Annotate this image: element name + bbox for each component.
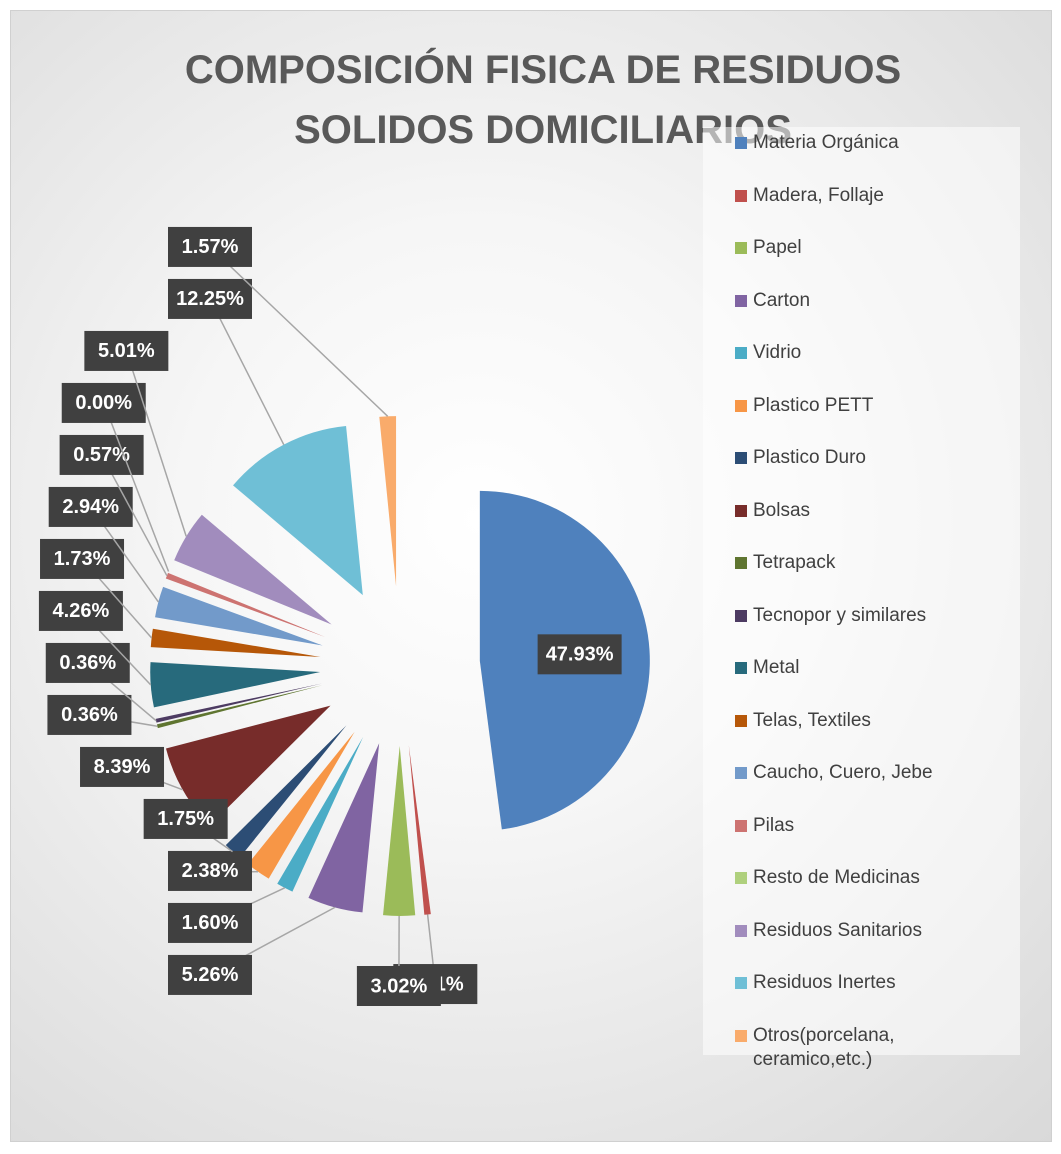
legend-label: Madera, Follaje	[753, 184, 884, 206]
legend-label: Metal	[753, 657, 800, 678]
leader-line	[100, 454, 168, 577]
legend-swatch	[735, 294, 747, 307]
legend-label: Tetrapack	[753, 552, 836, 573]
legend-swatch	[735, 399, 747, 412]
pie-slice	[156, 685, 323, 729]
legend-swatch	[735, 977, 747, 989]
legend-swatch	[735, 767, 747, 779]
legend-label: Vidrio	[753, 342, 802, 363]
leader-line	[209, 298, 285, 446]
legend: Materia Orgánica Madera, Follaje Papel Cart…	[703, 127, 1020, 1070]
data-label: 4.26%	[53, 600, 110, 622]
data-label-box	[48, 486, 133, 527]
legend-label: Plastico Duro	[753, 447, 866, 468]
data-label-box	[80, 746, 165, 787]
legend-label: Plastico PETT	[753, 394, 874, 416]
data-label: 1.60%	[182, 912, 239, 934]
legend-label: Residuos Inertes	[753, 972, 896, 993]
pie-slice	[277, 736, 364, 892]
legend-swatch	[735, 714, 747, 727]
legend-swatch	[735, 504, 747, 517]
pie-slice	[155, 586, 323, 646]
data-label-box	[38, 590, 123, 631]
pie-slice	[150, 662, 321, 708]
data-label: 2.38%	[182, 860, 239, 882]
legend-swatch	[735, 347, 747, 359]
leader-line	[209, 246, 389, 417]
pie-slice	[174, 514, 332, 625]
data-label-box	[45, 642, 130, 683]
legend-label: Tecnopor y similares	[753, 604, 927, 626]
legend-label: Bolsas	[753, 499, 811, 521]
data-label-box	[40, 538, 125, 579]
legend-label: Papel	[753, 237, 802, 258]
leader-line	[103, 402, 170, 572]
data-label: 2.94%	[62, 496, 119, 518]
legend-label: Materia Orgánica	[753, 132, 899, 153]
legend-swatch	[735, 189, 747, 202]
data-label: 8.39%	[94, 756, 151, 778]
pie-slice	[308, 743, 380, 913]
data-label-box	[356, 965, 441, 1006]
legend-label: Otros(porcelana, ceramico,etc.)	[753, 1024, 895, 1070]
data-label: 0.36%	[61, 704, 118, 726]
data-label: 5.26%	[182, 964, 239, 986]
legend-label: Telas, Textiles	[753, 709, 871, 731]
pie-slice	[233, 425, 363, 596]
data-label: 1.57%	[182, 236, 239, 258]
legend-label: Carton	[753, 289, 811, 311]
legend-label: Resto de Medicinas	[753, 867, 920, 888]
legend-swatch	[735, 924, 747, 937]
data-label: 0.36%	[59, 652, 116, 674]
pie-slice	[165, 572, 326, 638]
pie-slice	[150, 628, 321, 658]
legend-label: Pilas	[753, 814, 795, 836]
data-label: 5.01%	[98, 340, 155, 362]
data-label-box	[168, 850, 252, 891]
pie-slice	[225, 725, 347, 858]
legend-label: Residuos Sanitarios	[753, 919, 922, 941]
pie-slice	[408, 745, 431, 915]
legend-swatch	[735, 819, 747, 832]
legend-swatch	[735, 662, 747, 674]
data-label-box	[47, 694, 132, 735]
data-label-box	[537, 634, 622, 675]
data-label: 3.02%	[371, 975, 428, 997]
legend-swatch	[735, 452, 747, 464]
pie-slice	[165, 705, 331, 826]
data-label-box	[84, 330, 169, 371]
data-label-box	[168, 954, 252, 995]
pie-slice	[155, 683, 322, 723]
pie-slice	[379, 416, 397, 587]
data-label: 0.57%	[73, 444, 130, 466]
data-label: 0.00%	[75, 392, 132, 414]
data-label: 12.25%	[176, 288, 244, 310]
data-label-box	[168, 226, 252, 267]
legend-swatch	[735, 242, 747, 254]
pie-slice	[383, 745, 416, 916]
data-label: 1.73%	[54, 548, 111, 570]
legend-swatch	[735, 872, 747, 884]
data-label-box	[61, 382, 146, 423]
data-label-box	[143, 798, 228, 839]
legend-swatch	[735, 1029, 747, 1042]
legend-swatch	[735, 137, 747, 149]
data-label-box	[168, 278, 252, 319]
pie-slice	[247, 731, 355, 879]
leader-line	[125, 350, 187, 537]
data-labels: 47.93%0.61%3.02%5.26%1.60%2.38%1.75%8.39…	[38, 226, 622, 1006]
data-label: 1.75%	[157, 808, 214, 830]
data-label: 47.93%	[546, 644, 614, 666]
legend-label: Caucho, Cuero, Jebe	[753, 762, 933, 783]
data-label-box	[168, 902, 252, 943]
legend-swatch	[735, 609, 747, 622]
legend-swatch	[735, 557, 747, 569]
